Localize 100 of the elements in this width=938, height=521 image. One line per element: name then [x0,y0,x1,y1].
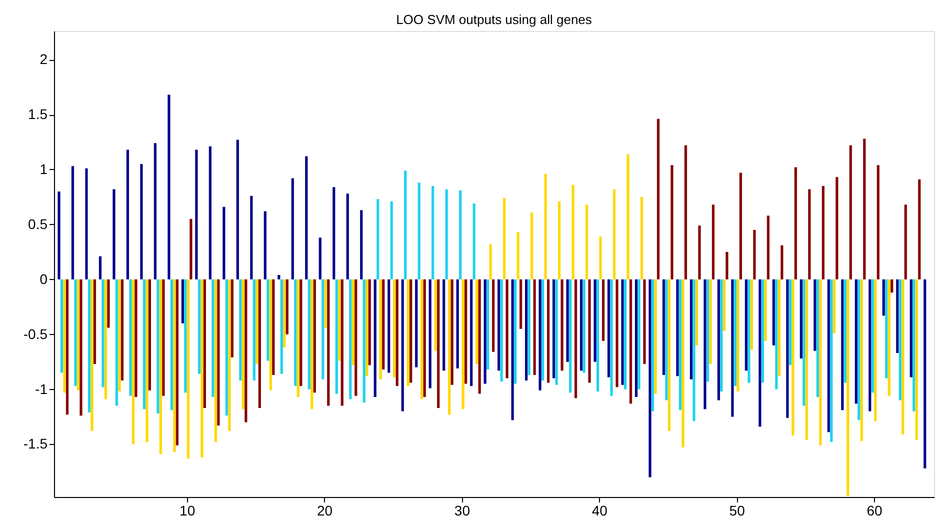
bar [258,279,261,408]
bar [340,279,344,406]
bar [484,279,486,384]
bar [764,279,767,341]
bar [456,279,459,368]
bar [283,279,286,348]
bar [280,279,283,374]
bar [585,204,588,280]
bar [678,279,682,410]
bar [98,256,102,280]
bar [58,191,60,280]
bar [410,279,412,383]
bar [428,279,432,388]
bar [376,199,380,280]
bar [434,279,437,351]
bar [476,279,478,364]
bar [915,279,918,440]
bar [464,279,468,384]
bar [520,279,522,329]
bar [450,279,454,385]
bar [607,279,610,378]
bar [418,182,420,280]
bar [200,279,204,458]
bar [244,279,248,422]
bar [305,156,308,280]
bar [338,279,341,361]
bar [242,279,244,410]
bar [415,279,418,368]
bar [662,279,666,376]
bar [126,150,130,280]
bar [445,189,448,280]
x-tick-label: 30 [454,502,470,518]
bar [212,279,214,397]
bar [924,279,926,468]
bar [624,279,627,390]
bar [511,279,514,420]
bar [819,279,822,446]
y-tick-label: 0 [40,270,48,287]
bar [162,279,165,396]
bar [432,186,434,280]
bar [93,279,96,364]
bar [896,279,899,354]
bar [695,279,698,346]
bar [832,279,836,334]
bar [291,178,294,280]
bar [85,168,88,280]
bar [516,232,520,280]
bar [621,279,624,385]
bar [525,279,528,380]
bar [602,279,605,341]
bar [146,279,148,442]
x-tick-label: 40 [592,502,608,518]
bar [902,279,904,434]
bar [374,279,376,397]
bar [766,216,770,280]
bar [772,279,775,346]
bar [442,279,446,371]
bar [313,279,316,393]
bar [558,201,561,280]
bar [910,279,912,378]
bar [722,279,726,332]
bar [352,279,354,366]
bar [74,279,77,386]
bar [208,146,212,280]
bar [354,279,358,396]
bar [582,279,586,373]
bar [90,279,94,432]
bar [184,279,187,393]
bar [648,279,652,478]
chart-title: LOO SVM outputs using all genes [396,12,592,27]
bar [750,279,753,350]
bar [629,279,632,404]
bar [472,204,476,280]
bar [912,279,916,412]
bar [753,230,756,280]
bar [173,279,176,452]
bar [841,279,844,410]
bar [154,143,157,280]
bar [538,279,542,390]
bar [423,279,426,397]
bar [580,279,583,371]
bar [230,279,234,358]
bar [437,279,440,408]
bar [112,189,116,280]
bar [272,279,275,376]
bar [203,279,206,408]
bar [181,279,184,324]
bar [690,279,693,380]
bar [874,279,877,422]
bar [148,279,152,390]
bar [420,279,424,400]
bar [744,279,748,371]
bar [643,279,646,364]
bar [310,279,314,410]
bar [159,279,162,454]
bar [786,279,789,418]
bar [670,165,674,280]
bar [401,279,404,412]
bar [574,279,578,398]
y-tick-label: 1.5 [28,106,48,122]
